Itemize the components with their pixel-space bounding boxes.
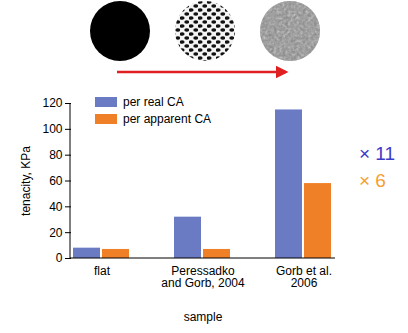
svg-text:flat: flat	[94, 264, 111, 278]
svg-text:tenacity, KPa: tenacity, KPa	[19, 146, 33, 216]
svg-text:80: 80	[49, 148, 63, 162]
svg-text:0: 0	[56, 251, 63, 265]
svg-text:120: 120	[42, 96, 62, 110]
html-text:per apparent CA: per apparent CA	[123, 112, 212, 126]
html-text:per real CA: per real CA	[123, 95, 184, 109]
svg-text:20: 20	[49, 226, 63, 240]
html-text:× 6: × 6	[359, 170, 386, 191]
html-text:× 11: × 11	[359, 143, 396, 164]
svg-text:sample: sample	[184, 310, 223, 324]
svg-text:40: 40	[49, 200, 63, 214]
svg-text:Peressadkoand Gorb, 2004: Peressadkoand Gorb, 2004	[161, 264, 245, 290]
svg-text:Gorb et al.2006: Gorb et al.2006	[276, 264, 332, 290]
svg-text:60: 60	[49, 174, 63, 188]
svg-text:100: 100	[42, 122, 62, 136]
